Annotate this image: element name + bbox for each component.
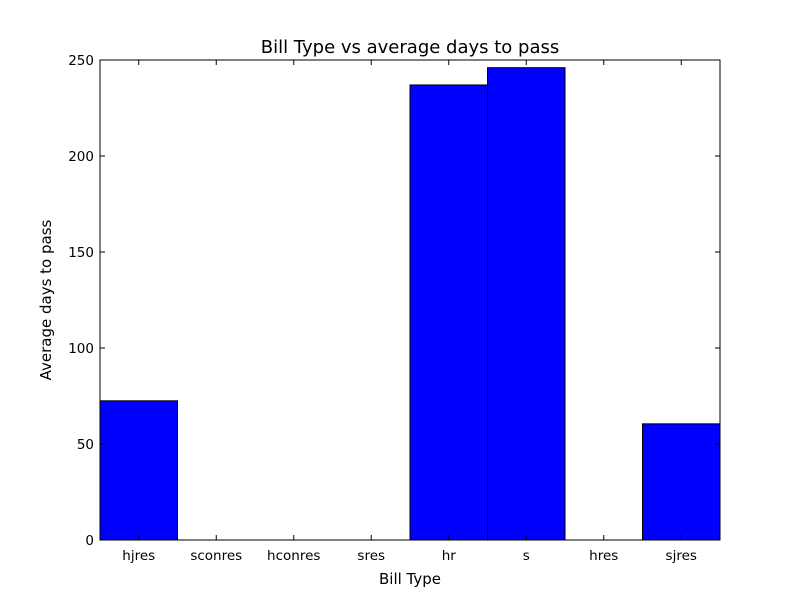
bars-group — [99, 67, 721, 541]
x-tick-label-hres: hres — [589, 548, 618, 564]
y-axis-label: Average days to pass — [37, 219, 55, 380]
x-tick-label-hr: hr — [442, 548, 457, 564]
x-tick-label-hconres: hconres — [267, 548, 320, 564]
bar-hr — [409, 84, 488, 541]
x-tick-label-sconres: sconres — [190, 548, 242, 564]
x-axis-label: Bill Type — [379, 570, 441, 588]
y-tick-label: 200 — [68, 149, 94, 165]
x-tick-label-hjres: hjres — [122, 548, 155, 564]
x-tick-label-s: s — [523, 548, 530, 564]
y-tick-label: 50 — [77, 437, 94, 453]
y-tick-label: 0 — [85, 533, 94, 549]
plot-frame — [99, 59, 721, 541]
x-axis-ticks: hjres sconres hconres sres hr s hres sjres — [122, 60, 697, 564]
y-tick-label: 250 — [68, 53, 94, 69]
x-tick-label-sres: sres — [357, 548, 385, 564]
bar-hjres — [99, 400, 178, 541]
y-axis-ticks: 0 50 100 150 200 250 — [68, 53, 720, 549]
x-tick-label-sjres: sjres — [666, 548, 697, 564]
y-tick-label: 100 — [68, 341, 94, 357]
bar-s — [487, 67, 566, 541]
bar-sjres — [642, 423, 721, 541]
chart-title: Bill Type vs average days to pass — [261, 37, 560, 58]
y-tick-label: 150 — [68, 245, 94, 261]
